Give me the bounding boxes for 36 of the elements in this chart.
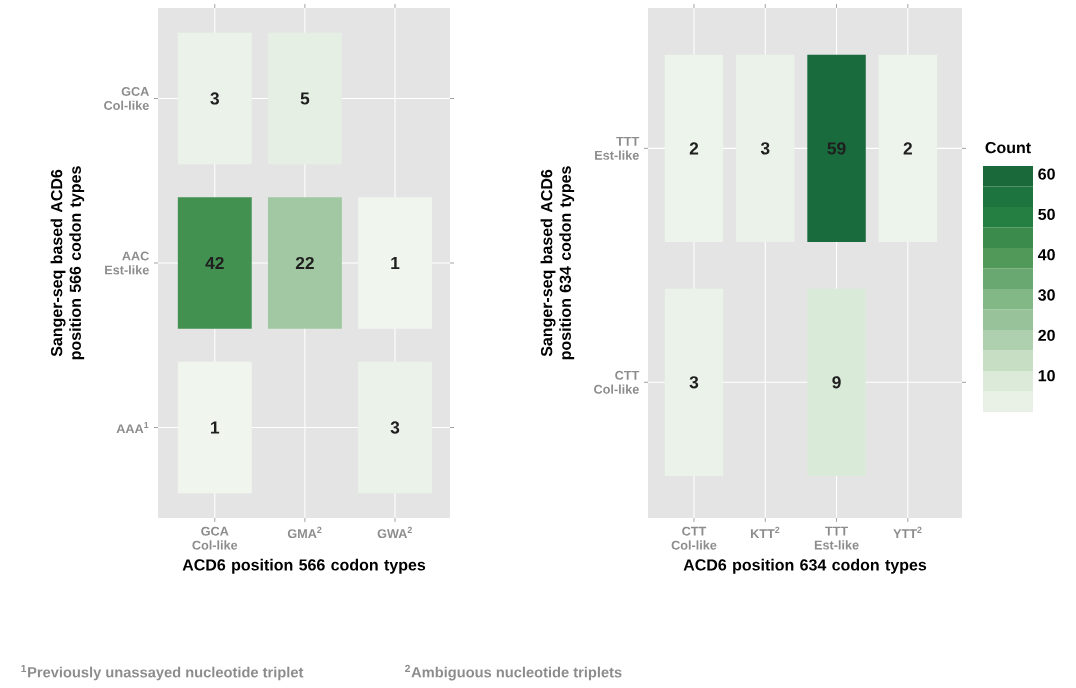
y-axis-title: Sanger-seq based ACD6 position 634 codon types [540, 166, 575, 360]
color-bar-label: 10 [1038, 370, 1055, 382]
data-label: 59 [827, 142, 846, 155]
data-label: 42 [205, 256, 224, 270]
data-label: 3 [760, 142, 770, 155]
x-tick-label: GCA Col-like [192, 526, 238, 550]
data-label: 5 [300, 92, 310, 105]
x-tick-label: GWA$^{2}$ [377, 526, 412, 539]
color-bar-label: 50 [1038, 208, 1055, 221]
data-label: 22 [295, 256, 314, 270]
data-label: 9 [832, 376, 841, 389]
data-label: 3 [210, 92, 219, 105]
color-bar-title: Count [985, 141, 1031, 154]
y-tick-label: AAC Est-like [105, 251, 149, 275]
data-label: 1 [211, 421, 220, 434]
data-label: 1 [391, 257, 400, 269]
y-tick-label: AAA$^{1}$ [116, 421, 149, 434]
x-tick-label: GMA$^{2}$ [287, 526, 322, 539]
data-label: 2 [689, 142, 699, 155]
x-tick-label: TTT Est-like [814, 526, 859, 550]
data-label: 3 [390, 421, 400, 434]
color-bar-label: 30 [1038, 289, 1055, 301]
color-bar-label: 20 [1038, 329, 1055, 342]
y-axis-title: Sanger-seq based ACD6 position 566 codon types [50, 166, 85, 360]
x-axis-title: ACD6 position 566 codon types [182, 558, 426, 574]
text: $^{1}$Previously unassayed nucleotide triplet [21, 664, 304, 681]
x-tick-label: CTT Col-like [671, 526, 717, 550]
x-tick-label: KTT$^{2}$ [751, 526, 780, 538]
color-bar-label: 60 [1038, 168, 1055, 180]
data-label: 3 [689, 376, 699, 389]
text: $^{2}$Ambiguous nucleotide triplets [405, 664, 622, 681]
y-tick-label: GCA Col-like [104, 86, 149, 110]
color-bar-label: 40 [1037, 249, 1055, 261]
x-axis-title: ACD6 position 634 codon types [683, 558, 927, 574]
data-label: 2 [903, 142, 912, 155]
x-tick-label: YTT$^{2}$ [893, 526, 922, 538]
